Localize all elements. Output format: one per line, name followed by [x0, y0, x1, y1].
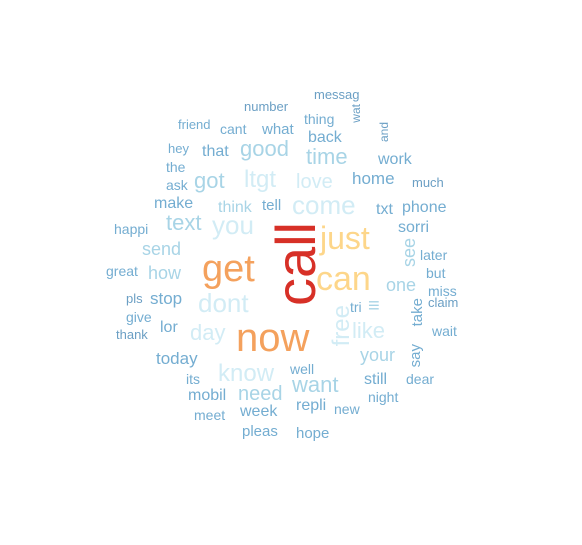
word-text: text [166, 210, 202, 235]
word-meet: meet [194, 407, 226, 423]
menu-glyph-icon: ≡ [368, 295, 380, 317]
word-back: back [308, 129, 342, 146]
word-just: just [320, 220, 370, 256]
word-night: night [368, 389, 399, 405]
word-today: today [156, 349, 198, 368]
word-make: make [154, 195, 194, 212]
word-mobil: mobil [188, 387, 227, 404]
word-happi: happi [114, 221, 149, 237]
word-well: well [290, 361, 315, 377]
word-the: the [166, 159, 186, 175]
word-wait: wait [432, 323, 457, 339]
word-stop: stop [150, 289, 183, 308]
word-hope: hope [296, 425, 330, 442]
word-send: send [142, 239, 182, 259]
word-thing: thing [304, 111, 335, 127]
word-still: still [364, 371, 388, 388]
word-repli: repli [296, 397, 327, 414]
word-think: think [218, 199, 252, 216]
word-later: later [420, 247, 448, 263]
word-thank: thank [116, 327, 148, 342]
word-give: give [126, 309, 152, 325]
word-hey: hey [168, 141, 189, 156]
word-pls: pls [126, 291, 143, 306]
word-got: got [194, 168, 225, 193]
word-but: but [426, 265, 446, 281]
word-day: day [190, 320, 226, 345]
word-ask: ask [166, 177, 188, 193]
word-want: want [292, 372, 339, 397]
word-lor: lor [160, 319, 178, 336]
word-great: great [106, 263, 138, 279]
word-time: time [306, 144, 348, 169]
word-dear: dear [406, 371, 435, 387]
word-know: know [218, 360, 275, 387]
word-come: come [292, 190, 356, 220]
word-that: that [202, 143, 229, 160]
word-see: see [399, 238, 419, 268]
word-what: what [262, 121, 294, 138]
word-cant: cant [220, 121, 247, 137]
word-work: work [378, 151, 412, 168]
word-good: good [240, 136, 289, 161]
word-much: much [412, 175, 444, 190]
word-txt: txt [376, 201, 393, 218]
word-phone: phone [402, 199, 447, 216]
word-get: get [202, 248, 255, 290]
word-your: your [360, 345, 396, 365]
word-home: home [352, 169, 395, 188]
word-love: love [296, 171, 333, 193]
word-wat: wat [349, 104, 363, 123]
word-messag: messag [314, 87, 360, 102]
word-tell: tell [262, 197, 282, 214]
word-pleas: pleas [242, 423, 278, 440]
word-ltgt: ltgt [244, 166, 277, 193]
word-like: like [352, 318, 386, 343]
word-now: now [236, 316, 310, 360]
word-friend: friend [178, 117, 211, 132]
word-you: you [212, 210, 254, 240]
word-week: week [240, 403, 278, 420]
word-one: one [386, 275, 417, 295]
word-miss: miss [428, 283, 457, 299]
word-sorri: sorri [398, 219, 430, 236]
word-can: can [316, 260, 371, 298]
word-dont: dont [198, 288, 249, 318]
word-take: take [409, 298, 426, 327]
word-how: how [148, 263, 182, 283]
word-its: its [186, 371, 200, 387]
word-new: new [334, 401, 360, 417]
word-say: say [407, 344, 424, 368]
word-number: number [244, 99, 289, 114]
word-and: and [377, 122, 391, 143]
word-tri: tri [350, 299, 362, 315]
word-need: need [238, 383, 283, 405]
word-claim: claim [428, 295, 459, 310]
